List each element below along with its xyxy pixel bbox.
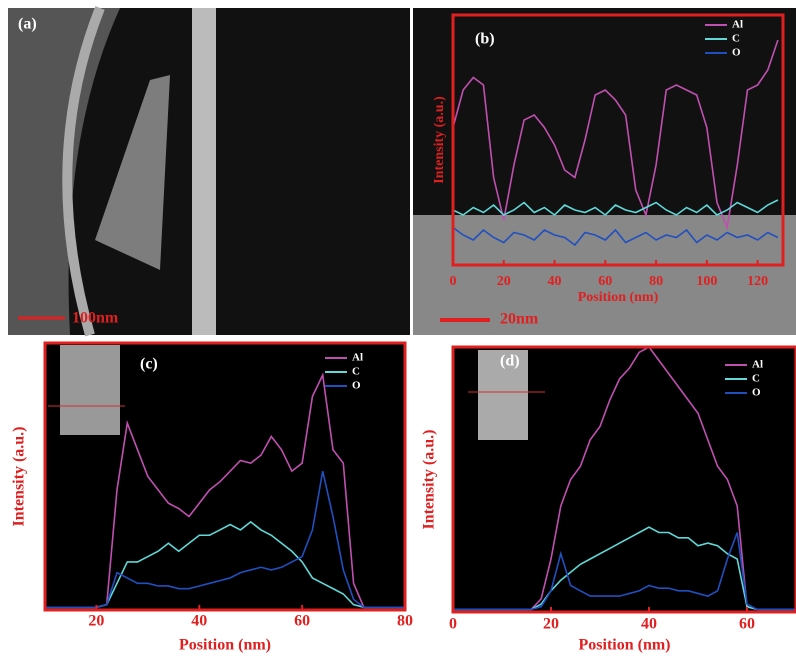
x-axis-label: Position (nm) bbox=[179, 637, 271, 654]
x-tick-label: 60 bbox=[294, 613, 310, 630]
inset bbox=[60, 345, 120, 435]
legend-label: Al bbox=[732, 19, 743, 31]
legend-label: O bbox=[352, 380, 361, 392]
x-tick-label: 80 bbox=[397, 613, 413, 630]
legend-label: Al bbox=[752, 359, 763, 371]
nanowire bbox=[192, 8, 216, 335]
y-axis-label: Intensity (a.u.) bbox=[421, 429, 438, 529]
figure: (a) 100nm 0 20 40 60 80 100 120 Position (nm) In… bbox=[0, 0, 796, 661]
panel-a: (a) 100nm bbox=[8, 8, 410, 335]
x-axis-label: Position (nm) bbox=[578, 290, 659, 305]
panel-label: (c) bbox=[140, 356, 158, 373]
x-axis-label: Position (nm) bbox=[579, 637, 671, 654]
x-tick-label: 20 bbox=[497, 274, 511, 289]
scale-label: 20nm bbox=[500, 311, 539, 328]
x-tick-label: 20 bbox=[88, 613, 104, 630]
x-tick-label: 40 bbox=[548, 274, 562, 289]
panel-label: (d) bbox=[500, 353, 520, 370]
panel-label: (a) bbox=[18, 16, 37, 33]
y-axis-label: Intensity (a.u.) bbox=[11, 426, 28, 526]
legend-label: C bbox=[352, 366, 360, 378]
legend-label: Al bbox=[352, 352, 363, 364]
panel-label: (b) bbox=[475, 31, 495, 48]
x-tick-label: 120 bbox=[747, 274, 768, 289]
x-tick-label: 0 bbox=[450, 274, 457, 289]
x-tick-label: 20 bbox=[543, 616, 559, 633]
x-tick-label: 40 bbox=[191, 613, 207, 630]
scale-bar bbox=[440, 318, 490, 322]
x-tick-label: 60 bbox=[598, 274, 612, 289]
x-tick-label: 40 bbox=[641, 616, 657, 633]
y-axis-label: Intensity (a.u.) bbox=[432, 96, 447, 184]
legend-label: C bbox=[752, 373, 760, 385]
legend-label: C bbox=[732, 33, 740, 45]
x-tick-label: 0 bbox=[449, 616, 457, 633]
legend-label: O bbox=[732, 47, 741, 59]
scale-label: 100nm bbox=[72, 310, 119, 327]
x-tick-label: 60 bbox=[739, 616, 755, 633]
x-tick-label: 80 bbox=[649, 274, 663, 289]
legend-label: O bbox=[752, 387, 761, 399]
x-tick-label: 100 bbox=[696, 274, 717, 289]
